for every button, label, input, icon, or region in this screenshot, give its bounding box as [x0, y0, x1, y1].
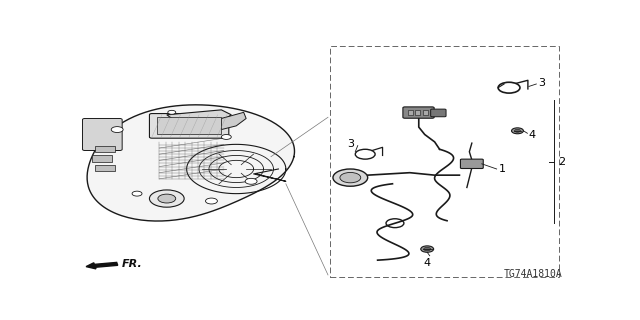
- Circle shape: [168, 110, 176, 114]
- FancyBboxPatch shape: [150, 114, 229, 138]
- Text: 4: 4: [529, 130, 536, 140]
- Text: 2: 2: [557, 156, 564, 167]
- Bar: [157, 117, 221, 134]
- Bar: [92, 156, 112, 162]
- Text: TG74A1810A: TG74A1810A: [504, 269, 562, 279]
- Bar: [330, 46, 559, 277]
- Circle shape: [150, 190, 184, 207]
- FancyBboxPatch shape: [460, 159, 483, 169]
- Circle shape: [205, 198, 218, 204]
- Polygon shape: [221, 112, 246, 130]
- Text: 3: 3: [538, 78, 545, 88]
- Circle shape: [340, 172, 361, 183]
- Polygon shape: [87, 105, 294, 221]
- Bar: [408, 110, 413, 115]
- Text: 4: 4: [424, 258, 431, 268]
- Circle shape: [333, 169, 367, 186]
- FancyBboxPatch shape: [403, 107, 434, 118]
- Text: 3: 3: [347, 139, 354, 149]
- Polygon shape: [167, 110, 231, 118]
- Circle shape: [515, 129, 520, 132]
- Bar: [415, 110, 420, 115]
- Text: FR.: FR.: [122, 259, 143, 269]
- Circle shape: [132, 191, 142, 196]
- Bar: [95, 146, 115, 152]
- Circle shape: [111, 127, 123, 132]
- Circle shape: [511, 128, 524, 134]
- Bar: [95, 165, 115, 172]
- Circle shape: [221, 134, 231, 140]
- FancyArrow shape: [86, 262, 118, 269]
- Circle shape: [424, 247, 431, 251]
- Bar: [423, 110, 428, 115]
- FancyBboxPatch shape: [83, 118, 122, 150]
- Circle shape: [158, 194, 176, 203]
- FancyBboxPatch shape: [431, 109, 446, 117]
- Text: 1: 1: [499, 164, 506, 174]
- Circle shape: [245, 178, 257, 184]
- Circle shape: [420, 246, 434, 252]
